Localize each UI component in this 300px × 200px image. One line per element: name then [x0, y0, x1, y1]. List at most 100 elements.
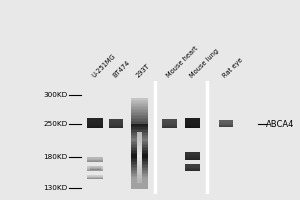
Bar	[161, 126, 178, 128]
Bar	[130, 158, 148, 161]
Bar	[130, 122, 148, 124]
Text: BT474: BT474	[112, 60, 131, 79]
Bar	[90, 169, 101, 170]
Bar	[219, 120, 233, 121]
Bar	[130, 123, 148, 125]
Bar	[184, 123, 200, 125]
Bar	[130, 125, 148, 127]
Bar	[90, 167, 101, 168]
Bar	[87, 167, 103, 168]
Bar	[130, 169, 148, 171]
Bar	[130, 162, 148, 164]
Text: Rat eye: Rat eye	[222, 57, 244, 79]
Bar	[130, 171, 148, 173]
Bar	[130, 108, 148, 110]
Bar	[87, 159, 103, 160]
Bar	[90, 167, 101, 168]
Bar	[184, 121, 200, 122]
Bar	[109, 121, 124, 122]
Bar	[87, 118, 103, 120]
Bar	[130, 119, 148, 121]
Bar	[87, 159, 103, 160]
Bar	[109, 125, 124, 127]
Bar	[184, 152, 200, 154]
Bar	[137, 175, 142, 178]
Bar	[130, 102, 148, 104]
Text: 130KD: 130KD	[43, 185, 68, 191]
Bar	[109, 124, 124, 126]
Bar	[130, 165, 148, 167]
Bar	[88, 158, 102, 159]
Bar	[130, 154, 148, 156]
Bar	[137, 167, 142, 170]
Bar	[87, 161, 103, 162]
Bar	[130, 183, 148, 185]
Bar	[130, 178, 148, 180]
Bar	[130, 120, 148, 122]
Bar	[130, 146, 148, 148]
Bar	[87, 124, 103, 126]
Bar	[87, 170, 103, 171]
Text: Mouse heart: Mouse heart	[165, 46, 199, 79]
Bar	[130, 127, 148, 129]
Bar	[137, 162, 142, 165]
Bar	[161, 119, 178, 120]
Bar	[87, 177, 103, 178]
Bar	[130, 148, 148, 150]
Bar	[130, 177, 148, 179]
Text: 180KD: 180KD	[43, 154, 68, 160]
Bar	[130, 168, 148, 170]
Bar	[137, 139, 142, 142]
Bar	[130, 119, 148, 121]
Bar	[184, 156, 200, 157]
Bar	[87, 126, 103, 127]
Bar	[184, 165, 200, 166]
Text: U-251MG: U-251MG	[91, 53, 117, 79]
Bar	[109, 122, 124, 124]
Bar	[130, 98, 148, 100]
Bar	[130, 174, 148, 176]
Bar	[130, 136, 148, 138]
Bar	[130, 134, 148, 136]
Bar	[130, 104, 148, 106]
Bar	[137, 180, 142, 183]
Bar	[130, 114, 148, 116]
Bar	[219, 123, 233, 125]
Bar	[87, 178, 103, 179]
Bar	[137, 134, 142, 137]
Bar	[219, 126, 233, 127]
Bar	[87, 175, 103, 176]
Bar	[87, 161, 103, 162]
Bar	[130, 126, 148, 129]
Bar	[130, 152, 148, 154]
Bar	[87, 158, 103, 159]
Bar	[137, 160, 142, 162]
Bar	[87, 119, 103, 121]
Bar	[90, 168, 101, 169]
Bar	[130, 140, 148, 142]
Bar	[137, 165, 142, 167]
Bar	[219, 122, 233, 124]
Bar	[87, 123, 103, 125]
Bar	[130, 143, 148, 145]
Bar	[88, 161, 102, 162]
Bar	[161, 124, 178, 126]
Bar	[90, 168, 101, 169]
Bar	[184, 127, 200, 128]
Bar	[184, 153, 200, 155]
Bar	[87, 170, 103, 171]
Bar	[137, 154, 142, 157]
Text: 293T: 293T	[135, 63, 151, 79]
Bar	[130, 101, 148, 103]
Bar	[130, 128, 148, 130]
Bar	[130, 151, 148, 153]
Bar	[130, 149, 148, 151]
Bar	[184, 122, 200, 123]
Bar	[137, 170, 142, 173]
Bar	[87, 158, 103, 159]
Bar	[137, 152, 142, 155]
Bar	[87, 176, 103, 177]
Bar	[161, 121, 178, 122]
Bar	[130, 172, 148, 174]
Bar	[87, 169, 103, 170]
